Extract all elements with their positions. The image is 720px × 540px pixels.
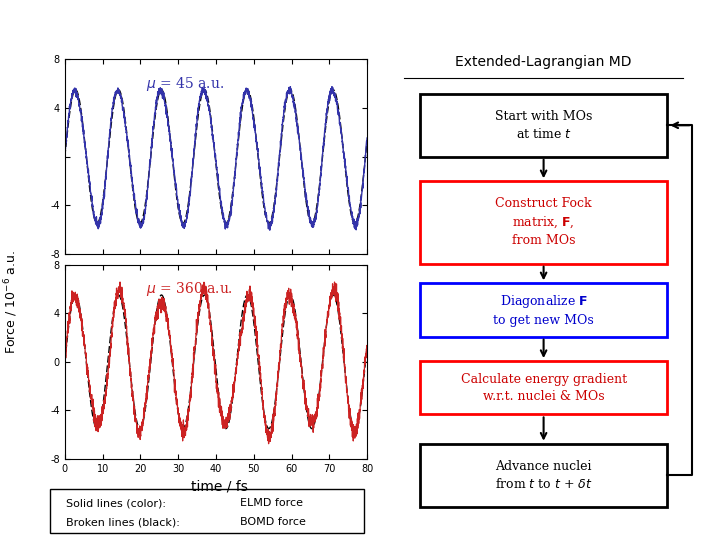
Text: Construct Fock
matrix, $\mathbf{F}$,
from MOs: Construct Fock matrix, $\mathbf{F}$, fro… (495, 198, 592, 247)
FancyBboxPatch shape (50, 489, 364, 532)
FancyBboxPatch shape (420, 283, 667, 337)
Text: Extended-Lagrangian MD: Extended-Lagrangian MD (455, 55, 632, 69)
Text: Solid lines (color):: Solid lines (color): (66, 498, 166, 508)
Text: $\mu$ = 45 a.u.: $\mu$ = 45 a.u. (146, 75, 225, 93)
FancyBboxPatch shape (420, 443, 667, 507)
Text: Diagonalize $\mathbf{F}$
to get new MOs: Diagonalize $\mathbf{F}$ to get new MOs (493, 293, 594, 327)
Text: time / fs: time / fs (192, 479, 248, 493)
Text: Advance nuclei
from $t$ to $t$ + $\delta t$: Advance nuclei from $t$ to $t$ + $\delta… (495, 460, 593, 491)
FancyBboxPatch shape (420, 94, 667, 157)
FancyBboxPatch shape (420, 181, 667, 264)
Text: Calculate energy gradient
w.r.t. nuclei & MOs: Calculate energy gradient w.r.t. nuclei … (461, 373, 626, 403)
Text: Start with MOs
at time $t$: Start with MOs at time $t$ (495, 110, 593, 141)
FancyBboxPatch shape (420, 361, 667, 415)
Text: Broken lines (black):: Broken lines (black): (66, 517, 180, 528)
Text: ELMD force: ELMD force (240, 498, 304, 508)
Text: BOMD force: BOMD force (240, 517, 306, 528)
Text: Force / 10$^{-6}$ a.u.: Force / 10$^{-6}$ a.u. (2, 251, 19, 354)
Text: $\mu$ = 360 a.u.: $\mu$ = 360 a.u. (146, 280, 233, 298)
